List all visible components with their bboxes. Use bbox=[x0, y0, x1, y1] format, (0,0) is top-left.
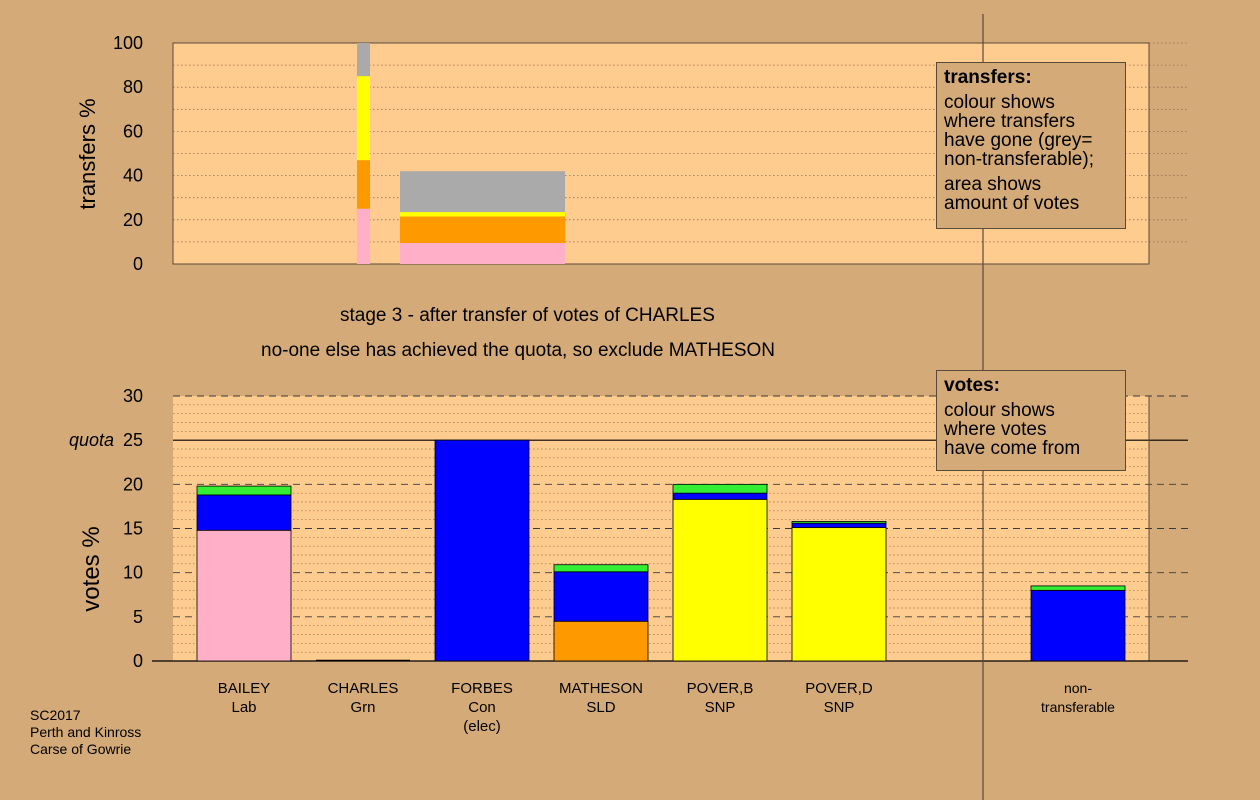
votes-bar-segment bbox=[196, 485, 292, 496]
transfers-tick-label: 100 bbox=[113, 33, 143, 53]
transfers-legend-title: transfers: bbox=[944, 67, 1032, 88]
votes-bar-segment bbox=[196, 529, 292, 662]
transfers-tick-label: 80 bbox=[123, 77, 143, 97]
candidate-label: POVER,B bbox=[687, 680, 754, 697]
transfers-legend-line: non-transferable); bbox=[944, 149, 1094, 170]
votes-legend: votes: colour shows where votes have com… bbox=[936, 370, 1126, 471]
votes-bar-segment bbox=[672, 492, 768, 500]
candidate-label: POVER,D bbox=[805, 680, 873, 697]
transfers-bar-segment bbox=[400, 212, 565, 217]
stage-caption: stage 3 - after transfer of votes of CHA… bbox=[340, 305, 715, 326]
transfers-legend-line: amount of votes bbox=[944, 193, 1080, 214]
votes-bar-segment bbox=[672, 483, 768, 494]
transfers-tick-label: 0 bbox=[133, 254, 143, 274]
candidate-label: Lab bbox=[231, 699, 256, 716]
candidate-label: Con bbox=[468, 699, 496, 716]
transfers-legend-line: where transfers bbox=[944, 111, 1075, 132]
candidate-label: SNP bbox=[824, 699, 855, 716]
transfers-legend-line: have gone (grey= bbox=[944, 130, 1093, 151]
votes-bar-segment bbox=[1030, 585, 1126, 591]
votes-bar-segment bbox=[553, 620, 649, 662]
candidate-label: Grn bbox=[350, 699, 375, 716]
transfers-tick-label: 40 bbox=[123, 166, 143, 186]
candidate-label: transferable bbox=[1041, 699, 1115, 715]
transfers-legend-line: colour shows bbox=[944, 92, 1055, 113]
votes-bar-segment bbox=[434, 439, 530, 662]
votes-bar-segment bbox=[553, 564, 649, 573]
votes-tick-label: 10 bbox=[123, 563, 143, 583]
candidate-label: MATHESON bbox=[559, 680, 643, 697]
footer-line: Carse of Gowrie bbox=[30, 741, 132, 757]
action-caption: no-one else has achieved the quota, so e… bbox=[261, 340, 775, 361]
votes-tick-label: 30 bbox=[123, 386, 143, 406]
quota-label: quota bbox=[69, 430, 114, 450]
candidate-label: CHARLES bbox=[328, 680, 399, 697]
votes-tick-label: 5 bbox=[133, 607, 143, 627]
candidate-label: non- bbox=[1064, 680, 1092, 696]
votes-legend-line: have come from bbox=[944, 438, 1081, 459]
transfers-legend-line: area shows bbox=[944, 174, 1042, 195]
votes-tick-label: 20 bbox=[123, 474, 143, 494]
candidate-label: FORBES bbox=[451, 680, 513, 697]
candidate-label: BAILEY bbox=[218, 680, 271, 697]
transfers-bar-segment bbox=[357, 208, 370, 264]
votes-bar-segment bbox=[553, 571, 649, 622]
votes-tick-label: 0 bbox=[133, 651, 143, 671]
votes-bar-segment bbox=[791, 522, 887, 529]
votes-chart: BAILEY Lab CHARLES Grn FORBES Con (elec) MATHES… bbox=[69, 386, 1188, 735]
votes-legend-line: colour shows bbox=[944, 400, 1055, 421]
transfers-bar-segment bbox=[357, 160, 370, 209]
transfers-axis-label: transfers % bbox=[75, 98, 100, 209]
votes-bar-segment bbox=[672, 498, 768, 662]
votes-tick-label: 25 bbox=[123, 430, 143, 450]
votes-bar-segment bbox=[791, 527, 887, 662]
candidate-label: SNP bbox=[705, 699, 736, 716]
votes-bar-segment bbox=[196, 494, 292, 531]
candidate-label: (elec) bbox=[463, 718, 501, 735]
footer-line: SC2017 bbox=[30, 707, 81, 723]
transfers-bar-segment bbox=[357, 76, 370, 161]
votes-bar-segment bbox=[791, 521, 887, 524]
election-footer: SC2017 Perth and Kinross Carse of Gowrie bbox=[30, 707, 141, 758]
transfers-legend: transfers: colour shows where transfers … bbox=[936, 62, 1126, 229]
votes-legend-line: where votes bbox=[944, 419, 1047, 440]
candidate-label: SLD bbox=[586, 699, 615, 716]
votes-tick-label: 15 bbox=[123, 519, 143, 539]
transfers-bar-segment bbox=[400, 216, 565, 244]
votes-legend-title: votes: bbox=[944, 375, 1000, 396]
transfers-bar-segment bbox=[357, 43, 370, 77]
votes-bar-segment bbox=[1030, 589, 1126, 662]
transfers-tick-label: 60 bbox=[123, 121, 143, 141]
transfers-plot-border bbox=[172, 42, 1150, 265]
transfers-bar-segment bbox=[400, 171, 565, 213]
votes-axis-label: votes % bbox=[78, 526, 105, 611]
transfers-bar-segment bbox=[400, 243, 565, 264]
footer-line: Perth and Kinross bbox=[30, 724, 142, 740]
transfers-tick-label: 20 bbox=[123, 210, 143, 230]
